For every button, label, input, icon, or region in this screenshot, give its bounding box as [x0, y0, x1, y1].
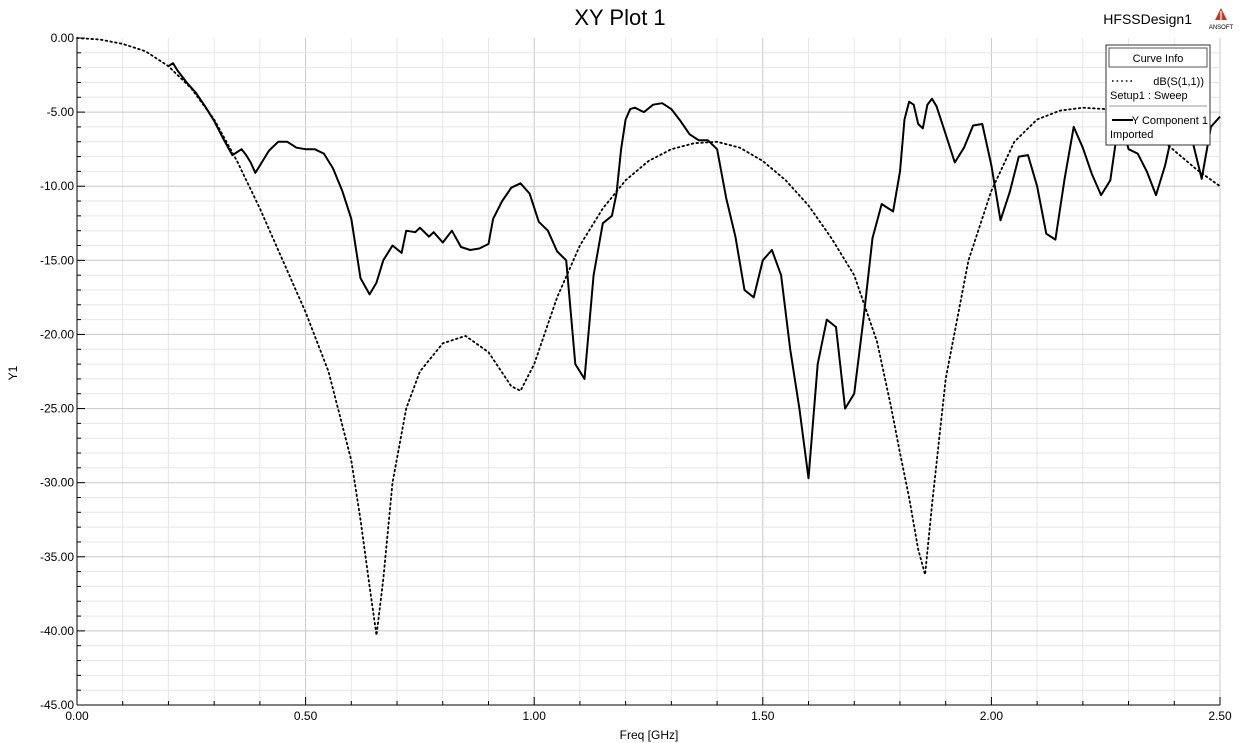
y-tick-label: -35.00	[40, 550, 74, 564]
y-tick-label: -5.00	[47, 105, 75, 119]
y-tick-label: -10.00	[40, 179, 74, 193]
ansoft-logo-text: ANSOFT	[1209, 25, 1234, 31]
y-tick-label: 0.00	[51, 31, 75, 45]
x-tick-label: 1.50	[751, 709, 775, 723]
y-tick-label: -30.00	[40, 476, 74, 490]
x-tick-label: 0.50	[294, 709, 318, 723]
ansoft-logo: ANSOFT	[1209, 8, 1234, 31]
x-axis-label: Freq [GHz]	[620, 728, 679, 742]
legend-title: Curve Info	[1133, 53, 1184, 65]
y-tick-labels: 0.00 -5.00 -10.00 -15.00 -20.00 -25.00 -30.00 -…	[40, 31, 74, 712]
chart-title: XY Plot 1	[574, 5, 665, 30]
series-layer	[76, 37, 1221, 637]
x-tick-labels: 0.00 0.50 1.00 1.50 2.00 2.50	[65, 709, 1232, 723]
y-tick-label: -20.00	[40, 327, 74, 341]
design-name: HFSSDesign1	[1103, 11, 1192, 27]
y-tick-label: -40.00	[40, 624, 74, 638]
curve-info-legend: Curve Info dB(S(1,1)) Setup1 : Sweep Y C…	[1105, 44, 1211, 146]
y-tick-label: -45.00	[40, 698, 74, 712]
y-tick-label: -15.00	[40, 253, 74, 267]
legend-entry-2-name: Y Component 1	[1132, 115, 1208, 127]
plot-area	[77, 38, 1220, 705]
x-tick-label: 1.00	[523, 709, 547, 723]
grid	[77, 38, 1221, 705]
x-tick-label: 2.00	[980, 709, 1004, 723]
y-tick-label: -25.00	[40, 402, 74, 416]
series-line-y-component-1	[167, 62, 1221, 480]
legend-entry-2-source: Imported	[1110, 129, 1153, 141]
x-tick-label: 0.00	[65, 709, 89, 723]
legend-entry-1-name: dB(S(1,1))	[1153, 76, 1204, 88]
x-tick-label: 2.50	[1208, 709, 1232, 723]
y-axis-label: Y1	[6, 365, 20, 380]
legend-title-box	[1108, 47, 1208, 68]
legend-entry-1-source: Setup1 : Sweep	[1110, 90, 1188, 102]
